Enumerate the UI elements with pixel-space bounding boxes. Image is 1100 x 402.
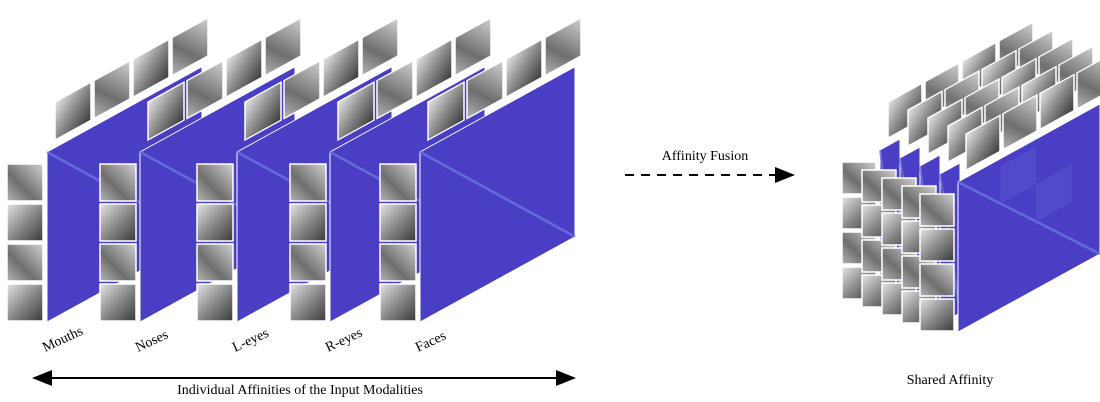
face-tile <box>907 90 943 148</box>
side-tiles <box>99 163 137 322</box>
face-tile <box>196 203 234 242</box>
face-tile <box>99 243 137 282</box>
affinity-block <box>1036 164 1072 222</box>
affinity-block <box>1000 146 1037 204</box>
face-tile <box>927 98 963 156</box>
face-tile <box>93 59 131 120</box>
face-tile <box>289 283 327 322</box>
affinity-panel <box>957 103 1100 333</box>
side-tiles <box>379 163 417 322</box>
face-tile <box>505 38 543 99</box>
face-tile <box>283 59 321 120</box>
modality-label: Noses <box>133 328 170 356</box>
face-tile <box>379 243 417 282</box>
affinity-diagonal <box>957 180 1100 255</box>
face-tile <box>99 203 137 242</box>
face-tile <box>379 283 417 322</box>
fusion-label: Affinity Fusion <box>662 149 748 164</box>
face-tile <box>147 81 185 142</box>
face-tile <box>264 16 302 77</box>
side-tiles <box>289 163 327 322</box>
face-tile <box>6 283 44 322</box>
face-tile <box>919 263 955 297</box>
face-tile <box>379 163 417 202</box>
top-tiles <box>965 53 1100 172</box>
modality-stack: Mouths Noses L-eyes R-eyes Faces <box>6 16 582 356</box>
shared-stack <box>841 21 1100 333</box>
side-tiles <box>919 193 955 332</box>
top-tiles <box>337 16 492 142</box>
face-tile <box>196 243 234 282</box>
face-tile <box>132 38 170 99</box>
right-caption: Shared Affinity <box>907 373 993 388</box>
face-tile <box>196 163 234 202</box>
face-tile <box>54 81 92 142</box>
face-tile <box>919 298 955 332</box>
face-tile <box>887 82 923 140</box>
top-tiles <box>427 16 582 142</box>
face-tile <box>1039 73 1075 131</box>
top-tiles <box>54 16 209 142</box>
face-tile <box>379 203 417 242</box>
face-tile <box>289 163 327 202</box>
face-tile <box>186 59 224 120</box>
face-tile <box>322 38 360 99</box>
side-tiles <box>196 163 234 322</box>
face-tile <box>289 203 327 242</box>
face-tile <box>337 81 375 142</box>
modality-label: L-eyes <box>230 326 271 356</box>
modality-label: R-eyes <box>323 326 365 356</box>
face-tile <box>919 193 955 227</box>
face-tile <box>171 16 209 77</box>
face-tile <box>6 243 44 282</box>
affinity-panel <box>419 65 576 323</box>
modality-label: Faces <box>413 329 448 356</box>
face-tile <box>99 283 137 322</box>
face-tile <box>454 16 492 77</box>
face-tile <box>1076 53 1100 111</box>
face-tile <box>965 114 1001 172</box>
face-tile <box>427 81 465 142</box>
affinity-diagonal <box>419 150 576 238</box>
side-tiles <box>6 163 44 322</box>
face-tile <box>244 81 282 142</box>
top-tiles <box>147 16 302 142</box>
modality-label: Mouths <box>40 324 85 356</box>
face-tile <box>99 163 137 202</box>
face-tile <box>196 283 234 322</box>
face-tile <box>1002 93 1038 151</box>
face-tile <box>466 59 504 120</box>
face-tile <box>289 243 327 282</box>
face-tile <box>919 228 955 262</box>
left-caption: Individual Affinities of the Input Modal… <box>177 383 423 398</box>
top-tiles <box>244 16 399 142</box>
face-tile <box>376 59 414 120</box>
face-tile <box>544 16 582 77</box>
face-tile <box>6 163 44 202</box>
face-tile <box>361 16 399 77</box>
face-tile <box>225 38 263 99</box>
face-tile <box>415 38 453 99</box>
face-tile <box>6 203 44 242</box>
